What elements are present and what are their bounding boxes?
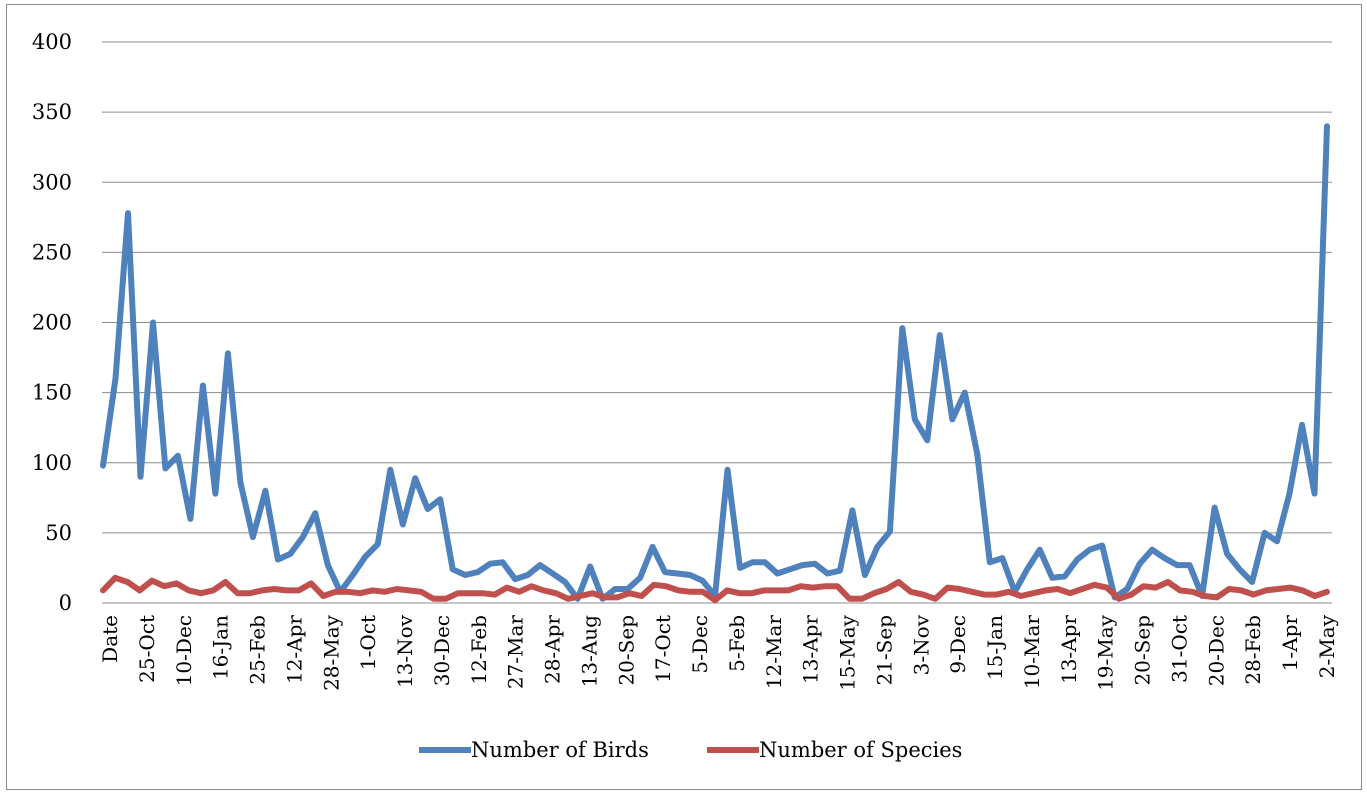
chart-area: 0 50 100 150 200 250 300 350 400 Date 25-Oct 10-De… <box>6 4 1362 790</box>
x-tick-label: 13-Apr <box>1057 615 1081 684</box>
x-tick-label: 10-Mar <box>1020 615 1044 690</box>
data-series <box>100 123 1330 604</box>
line-chart: 0 50 100 150 200 250 300 350 400 Date 25-Oct 10-De… <box>32 30 1339 762</box>
y-tick-label: 100 <box>32 451 72 475</box>
x-tick-label: 21-Sep <box>872 615 896 686</box>
x-tick-label: 15-May <box>836 614 860 691</box>
x-tick-label: 20-Sep <box>1131 615 1155 686</box>
y-axis-tick-labels: 0 50 100 150 200 250 300 350 400 <box>32 30 72 615</box>
x-tick-label: 5-Feb <box>725 615 749 672</box>
x-tick-label: 28-May <box>319 614 343 691</box>
y-tick-label: 50 <box>45 521 72 545</box>
series-line-birds <box>100 123 1330 602</box>
x-tick-label: 28-Feb <box>1241 615 1265 685</box>
x-tick-label: 13-Nov <box>393 614 417 688</box>
x-tick-label: 16-Jan <box>209 615 233 680</box>
x-tick-label: Date <box>98 615 122 663</box>
x-tick-label: 5-Dec <box>688 615 712 674</box>
y-tick-label: 200 <box>32 311 72 335</box>
y-tick-label: 350 <box>32 100 72 124</box>
x-tick-label: 27-Mar <box>504 615 528 690</box>
x-tick-label: 12-Feb <box>467 615 491 685</box>
x-tick-label: 2-May <box>1315 614 1339 678</box>
y-tick-label: 150 <box>32 381 72 405</box>
x-tick-label: 12-Apr <box>282 615 306 684</box>
x-tick-label: 31-Oct <box>1167 615 1191 683</box>
x-tick-label: 3-Nov <box>909 614 933 675</box>
series-line-species <box>100 574 1330 604</box>
y-tick-label: 300 <box>32 170 72 194</box>
x-tick-label: 20-Dec <box>1204 615 1228 686</box>
y-tick-label: 250 <box>32 240 72 264</box>
x-tick-label: 20-Sep <box>614 615 638 686</box>
x-tick-label: 12-Mar <box>762 615 786 690</box>
x-tick-label: 28-Apr <box>541 615 565 684</box>
x-tick-label: 1-Oct <box>356 615 380 670</box>
y-tick-label: 0 <box>59 591 72 615</box>
x-tick-label: 15-Jan <box>983 615 1007 680</box>
y-tick-label: 400 <box>32 30 72 54</box>
legend-label: Number of Species <box>759 738 962 762</box>
x-tick-label: 13-Aug <box>577 615 601 688</box>
x-tick-label: 1-Apr <box>1278 615 1302 672</box>
legend-label: Number of Birds <box>471 738 649 762</box>
legend: Number of Birds Number of Species <box>419 738 962 762</box>
x-tick-label: 25-Feb <box>246 615 270 685</box>
x-tick-label: 10-Dec <box>172 615 196 686</box>
x-tick-label: 19-May <box>1094 614 1118 691</box>
x-tick-label: 17-Oct <box>651 615 675 683</box>
gridlines <box>102 41 1332 604</box>
x-tick-label: 9-Dec <box>946 615 970 674</box>
x-tick-label: 25-Oct <box>135 615 159 683</box>
x-tick-label: 30-Dec <box>430 615 454 686</box>
x-tick-label: 13-Apr <box>799 615 823 684</box>
x-axis-tick-labels: Date 25-Oct 10-Dec 16-Jan 25-Feb 12-Apr 28-May… <box>98 614 1339 691</box>
